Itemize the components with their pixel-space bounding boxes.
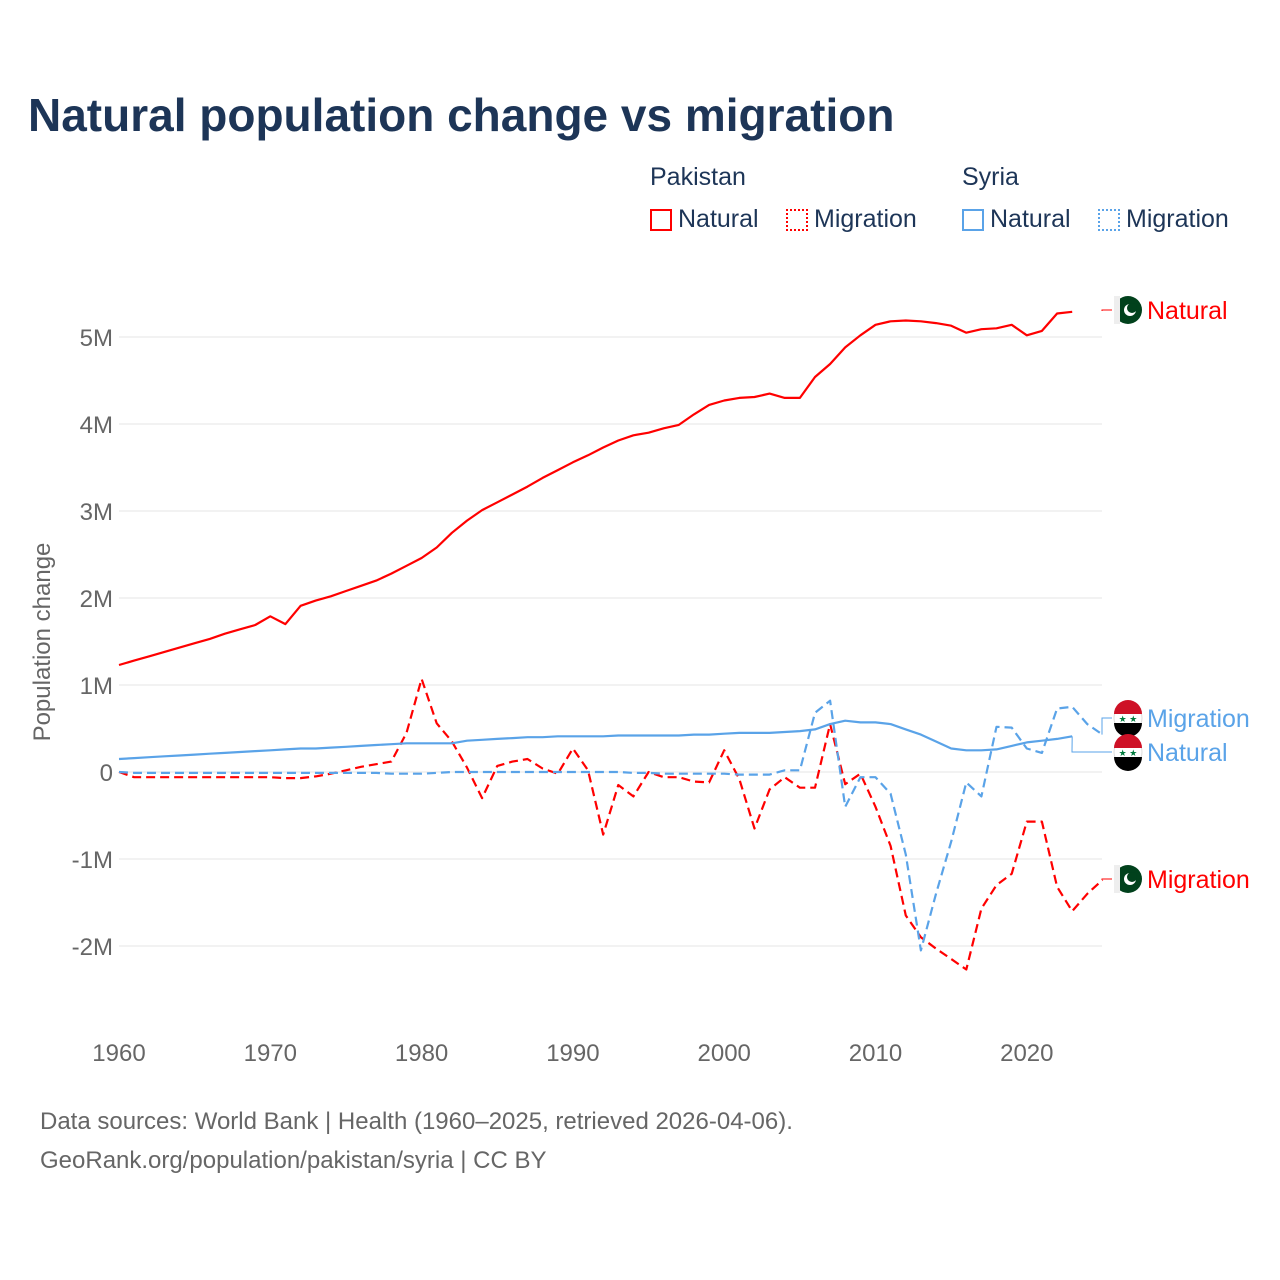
x-tick-label: 1980 xyxy=(395,1040,448,1067)
legend-label: Migration xyxy=(814,205,917,233)
x-tick-label: 1990 xyxy=(546,1040,599,1067)
y-tick-label: 3M xyxy=(80,499,113,526)
x-tick-label: 2000 xyxy=(698,1040,751,1067)
y-tick-label: 2M xyxy=(80,586,113,613)
syria-flag-stars: ★ ★ xyxy=(1119,748,1138,758)
end-label: Natural xyxy=(1147,739,1228,767)
syria-flag-black xyxy=(1114,757,1142,771)
legend-swatch-dotted-red xyxy=(786,208,808,231)
legend-pakistan-natural[interactable]: Natural xyxy=(650,205,759,234)
syria-natural-line xyxy=(118,719,1073,761)
pakistan-flag-stripe xyxy=(1114,865,1120,893)
x-tick-label: 2020 xyxy=(1000,1040,1053,1067)
end-label-connector xyxy=(1101,717,1112,735)
legend-label: Natural xyxy=(990,205,1071,233)
legend-swatch-dotted-blue xyxy=(1098,208,1120,231)
end-label-connector xyxy=(1071,736,1112,753)
y-tick-label: 4M xyxy=(80,412,113,439)
legend-syria-natural[interactable]: Natural xyxy=(962,205,1071,234)
chart-title: Natural population change vs migration xyxy=(28,89,895,141)
x-tick-label: 2010 xyxy=(849,1040,902,1067)
syria-flag-stars: ★ ★ xyxy=(1119,714,1138,724)
legend-group-pakistan: Pakistan xyxy=(650,163,746,191)
y-tick-label: -1M xyxy=(72,847,113,874)
syria-migration-line xyxy=(118,699,1104,952)
x-tick-label: 1970 xyxy=(244,1040,297,1067)
y-axis-label: Population change xyxy=(29,543,56,742)
y-tick-label: -2M xyxy=(72,934,113,961)
y-tick-label: 5M xyxy=(80,325,113,352)
x-tick-label: 1960 xyxy=(92,1040,145,1067)
legend-swatch-solid-red xyxy=(650,208,672,231)
syria-flag-red xyxy=(1114,700,1142,714)
pakistan-natural-line xyxy=(118,310,1073,667)
y-tick-label: 0 xyxy=(100,760,113,787)
pakistan-migration-line xyxy=(118,677,1104,971)
source-line-1: Data sources: World Bank | Health (1960–… xyxy=(40,1108,793,1135)
syria-flag-red xyxy=(1114,734,1142,748)
legend-pakistan-migration[interactable]: Migration xyxy=(786,205,917,234)
end-label-connector xyxy=(1101,309,1112,311)
legend-swatch-solid-blue xyxy=(962,208,984,231)
legend-label: Migration xyxy=(1126,205,1229,233)
pakistan-flag-crescent-cut xyxy=(1127,303,1137,313)
end-label-connector xyxy=(1101,878,1112,880)
end-label: Natural xyxy=(1147,297,1228,325)
y-tick-label: 1M xyxy=(80,673,113,700)
end-label: Migration xyxy=(1147,705,1250,733)
end-label: Migration xyxy=(1147,866,1250,894)
pakistan-flag-crescent-cut xyxy=(1127,872,1137,882)
legend-syria-migration[interactable]: Migration xyxy=(1098,205,1229,234)
syria-flag-black xyxy=(1114,723,1142,737)
legend-group-syria: Syria xyxy=(962,163,1019,191)
legend-label: Natural xyxy=(678,205,759,233)
pakistan-flag-stripe xyxy=(1114,296,1120,324)
source-line-2: GeoRank.org/population/pakistan/syria | … xyxy=(40,1147,547,1174)
